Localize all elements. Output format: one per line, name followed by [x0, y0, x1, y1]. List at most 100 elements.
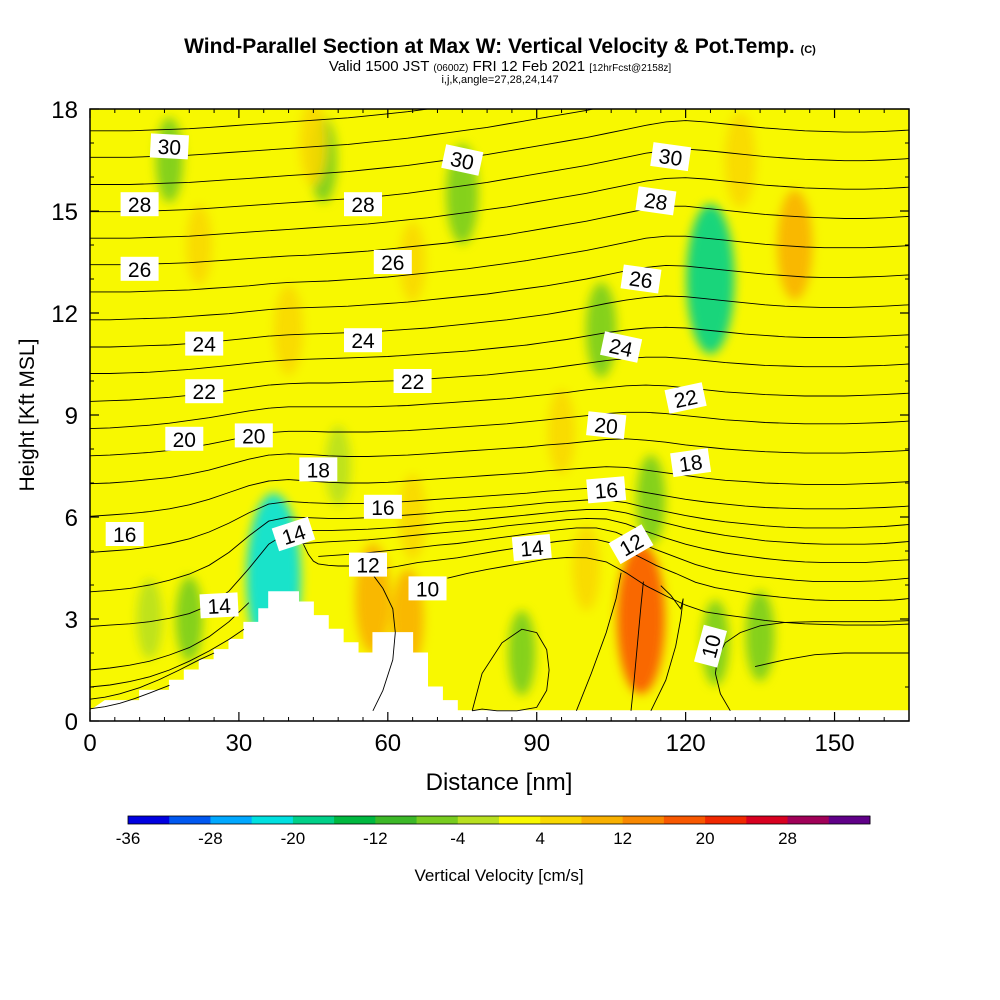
contour-label-box: [586, 476, 627, 504]
contour-label-box: [185, 379, 224, 404]
isentrope-line: [90, 356, 909, 402]
colorbar-segment: [663, 816, 706, 824]
contour-label-text: 18: [307, 459, 330, 482]
isentrope-line: [90, 628, 245, 688]
updraft-region: [547, 389, 576, 475]
isentrope-line: [471, 628, 550, 712]
colorbar-segment: [746, 816, 789, 824]
contour-label-box: [344, 192, 382, 217]
y-tick-label: 15: [51, 199, 78, 226]
colorbar-segment: [375, 816, 418, 824]
isentrope-line: [650, 585, 684, 711]
contour-label: 20: [586, 411, 627, 440]
contour-label-text: 30: [157, 136, 182, 160]
x-tick-label: 150: [815, 730, 855, 757]
contour-label-box: [635, 186, 677, 216]
updraft-region: [299, 109, 327, 186]
contour-label-box: [105, 522, 144, 546]
updraft-region: [777, 190, 813, 300]
isentrope-line: [90, 466, 909, 517]
forecast-info: [12hrFcst@2158z]: [589, 63, 672, 74]
contour-label: 18: [670, 448, 712, 478]
isentrope-line: [575, 572, 622, 711]
contour-label: 20: [165, 426, 204, 452]
downdraft-region: [636, 455, 666, 545]
isentrope-line: [714, 620, 909, 712]
contour-label-box: [511, 533, 552, 562]
contour-label-box: [600, 331, 643, 363]
isentrope-line: [90, 326, 909, 374]
contour-label-text: 22: [401, 371, 424, 394]
section-parameters: i,j,k,angle=27,28,24,147: [441, 74, 559, 86]
contour-label: 28: [344, 192, 382, 217]
contour-label-box: [120, 256, 159, 281]
colorbar-tick-label: 12: [613, 829, 632, 848]
contour-label-box: [349, 552, 387, 577]
valid-utc: (0600Z): [433, 63, 469, 74]
contour-label-box: [120, 192, 159, 217]
colorbar-tick-label: 20: [696, 829, 715, 848]
contour-label-box: [165, 426, 204, 451]
contour-label-text: 18: [678, 451, 704, 477]
contour-label-text: 20: [173, 429, 196, 452]
colorbar-tick-label: -12: [363, 829, 388, 848]
downdraft-region: [155, 117, 184, 203]
contour-label-text: 12: [356, 555, 379, 578]
updraft-region: [572, 525, 600, 611]
contour-label: 30: [441, 144, 484, 176]
valid-time: Valid 1500 JST: [328, 58, 430, 75]
contour-label: 24: [344, 328, 382, 353]
contour-label-text: 26: [628, 267, 654, 293]
contour-label-text: 24: [351, 330, 375, 353]
isentrope-line: [90, 602, 250, 671]
contour-label-text: 14: [207, 595, 232, 619]
isentrope-line: [90, 487, 909, 553]
isentrope-line: [754, 652, 909, 668]
contour-label: 20: [234, 423, 273, 448]
contour-label: 30: [149, 133, 190, 160]
colorbar: -36 -28 -20 -12 -4 4 12 20 28: [116, 815, 871, 848]
contour-label: 14: [199, 592, 239, 619]
contour-label-text: 14: [519, 537, 545, 562]
contour-label: 26: [620, 264, 662, 294]
isentrope-line: [318, 527, 909, 583]
title-mark: (C): [800, 44, 816, 56]
updraft-region: [186, 205, 212, 285]
contour-label: 22: [393, 369, 432, 394]
colorbar-segment: [210, 816, 253, 824]
updraft-region: [399, 474, 427, 560]
colorbar-tick-label: 28: [778, 829, 797, 848]
contour-label: 24: [185, 331, 224, 357]
y-tick-label: 6: [65, 505, 78, 532]
contour-label-box: [586, 411, 627, 440]
contour-label: 26: [373, 250, 412, 275]
colorbar-frame: [127, 815, 871, 825]
contour-label-text: 24: [607, 335, 635, 362]
isentrope-line: [90, 177, 909, 239]
contour-label-box: [149, 133, 190, 160]
downdraft-region: [325, 426, 351, 506]
contour-label: 10: [693, 624, 728, 668]
colorbar-segment: [169, 816, 211, 824]
colorbar-segment: [622, 816, 665, 824]
contour-label: 30: [650, 142, 692, 172]
contour-label-box: [299, 457, 338, 482]
contour-label-box: [408, 576, 447, 601]
downdraft-region: [686, 204, 735, 354]
x-tick-label: 120: [666, 730, 706, 757]
isentrope-contours: [90, 109, 909, 712]
contour-label: 26: [120, 256, 159, 282]
colorbar-segment: [292, 816, 335, 824]
contour-label-box: [664, 382, 707, 414]
contour-label-text: 20: [593, 414, 619, 439]
colorbar-tick-label: -36: [116, 829, 141, 848]
y-tick-label: 9: [65, 403, 78, 430]
x-axis-label: Distance [nm]: [426, 769, 573, 796]
colorbar-segment: [828, 816, 871, 824]
colorbar-segment: [416, 816, 459, 824]
contour-label: 16: [105, 522, 144, 547]
contour-label-box: [363, 494, 402, 519]
plot-area: 30 30 30 28 28 28 26 26 26 24 24 24 22 22 22 20 20 20 18 18…: [90, 109, 909, 721]
x-tick-label: 90: [523, 730, 550, 757]
updraft-region: [399, 222, 426, 302]
